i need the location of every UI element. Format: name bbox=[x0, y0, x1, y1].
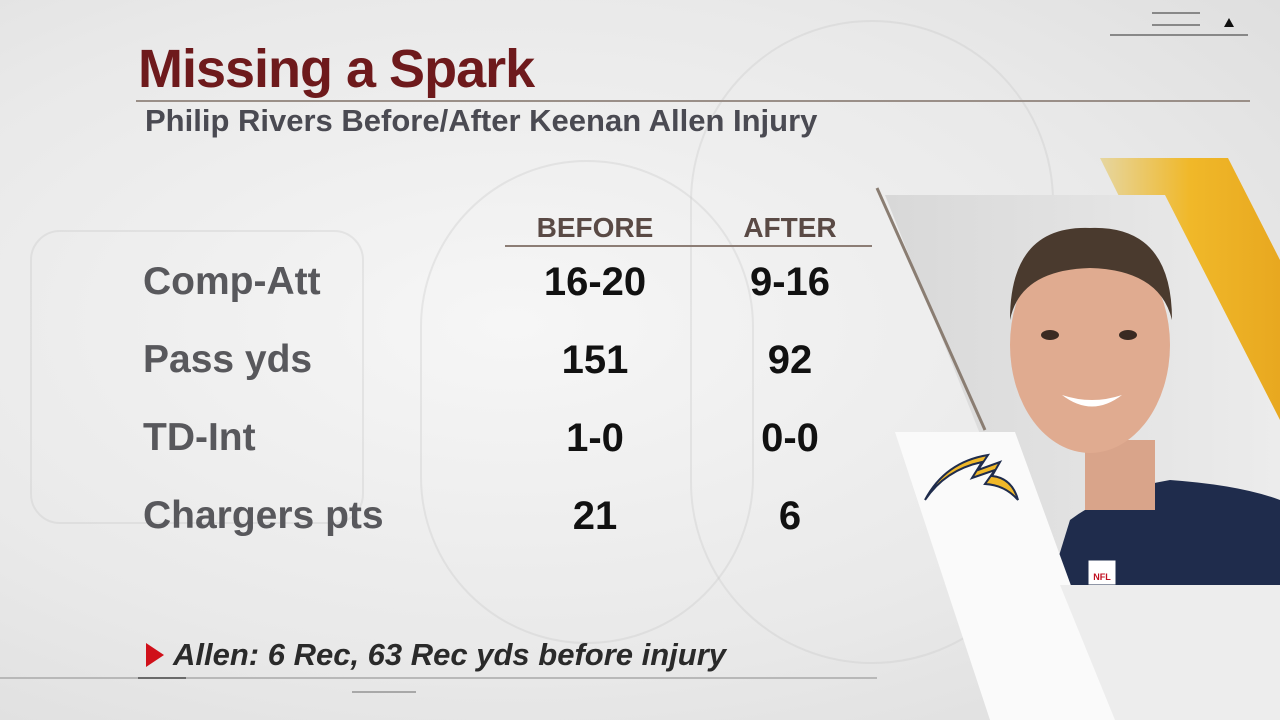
value-before: 1-0 bbox=[566, 416, 624, 460]
footer-divider bbox=[0, 677, 877, 679]
row-label: TD-Int bbox=[143, 416, 256, 459]
column-header-after: AFTER bbox=[743, 212, 837, 243]
value-before: 21 bbox=[572, 494, 618, 538]
row-label: Pass yds bbox=[143, 338, 313, 381]
logo-panel bbox=[895, 432, 1120, 720]
column-divider bbox=[505, 245, 872, 247]
row-label: Comp-Att bbox=[143, 260, 321, 303]
page-title: Missing a Spark bbox=[138, 39, 535, 99]
panel-edge bbox=[875, 187, 987, 431]
player-photo: NFL bbox=[1010, 227, 1280, 585]
footer-accent bbox=[138, 677, 186, 679]
value-after: 9-16 bbox=[749, 260, 831, 304]
value-after: 6 bbox=[778, 494, 802, 538]
up-triangle-icon bbox=[1224, 18, 1234, 27]
row-label: Chargers pts bbox=[143, 494, 384, 537]
background-shape bbox=[30, 230, 364, 524]
column-header-before: BEFORE bbox=[536, 212, 654, 243]
value-before: 151 bbox=[561, 338, 629, 382]
footnote: Allen: 6 Rec, 63 Rec yds before injury bbox=[173, 637, 727, 672]
background-shape bbox=[420, 160, 754, 644]
value-after: 0-0 bbox=[761, 416, 819, 460]
menu-line bbox=[1152, 24, 1200, 26]
triangle-right-icon bbox=[146, 643, 164, 667]
logo-panel-lower bbox=[1060, 585, 1280, 720]
menu-rule bbox=[1110, 34, 1248, 36]
chargers-bolt-logo bbox=[924, 453, 1019, 501]
title-divider bbox=[136, 100, 1250, 102]
subtitle: Philip Rivers Before/After Keenan Allen … bbox=[145, 103, 818, 138]
value-after: 92 bbox=[767, 338, 813, 382]
value-before: 16-20 bbox=[543, 260, 647, 304]
menu-line bbox=[1152, 12, 1200, 14]
svg-text:NFL: NFL bbox=[1093, 572, 1111, 582]
footer-accent bbox=[352, 691, 416, 693]
